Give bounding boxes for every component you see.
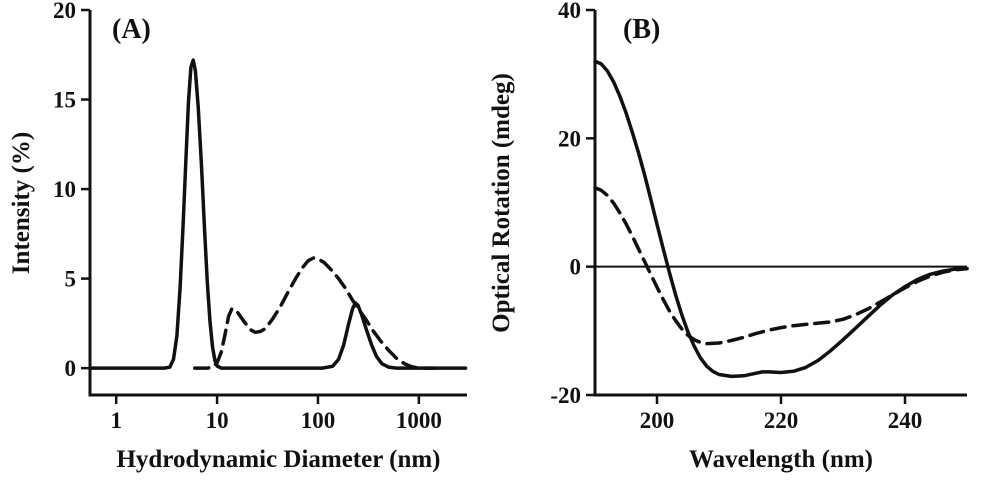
y-tick-label: 20	[53, 0, 76, 23]
y-tick-label: 5	[65, 267, 77, 292]
panel-b-y-axis-label: Optical Rotation (mdeg)	[488, 73, 515, 333]
series-solid-curve	[88, 58, 468, 370]
panel-a-plot: 1 10 100 1000 0 5 10 15 20	[53, 0, 468, 433]
y-tick-label: -20	[550, 383, 581, 408]
x-tick-label: 1000	[396, 408, 442, 433]
y-tick-label: 0	[570, 255, 582, 280]
x-tick-label: 1	[110, 408, 122, 433]
x-tick-label: 200	[640, 408, 675, 433]
panel-a: 1 10 100 1000 0 5 10 15 20 Intensity (%) Hydrody…	[0, 0, 485, 490]
y-tick-label: 10	[53, 177, 76, 202]
panel-a-y-axis-label: Intensity (%)	[8, 131, 35, 275]
panel-b: 200 220 240 -20 0 20 40 Optical Rotation (mdeg…	[485, 0, 981, 490]
panel-b-plot: 200 220 240 -20 0 20 40	[550, 0, 969, 433]
x-tick-label: 100	[301, 408, 336, 433]
series-solid-curve	[593, 59, 969, 379]
panel-b-label: (B)	[623, 14, 661, 45]
y-tick-label: 40	[558, 0, 581, 23]
x-tick-label: 240	[888, 408, 923, 433]
panel-b-x-axis-label: Wavelength (nm)	[688, 446, 874, 473]
x-tick-label: 10	[206, 408, 229, 433]
series-dashed-curve	[593, 185, 969, 346]
y-tick-label: 0	[65, 356, 77, 381]
y-tick-label: 20	[558, 126, 581, 151]
panel-a-x-axis-label: Hydrodynamic Diameter (nm)	[116, 446, 441, 473]
y-tick-label: 15	[53, 88, 76, 113]
x-tick-label: 220	[764, 408, 799, 433]
series-dashed-curve	[192, 256, 436, 370]
panel-a-label: (A)	[112, 14, 151, 45]
